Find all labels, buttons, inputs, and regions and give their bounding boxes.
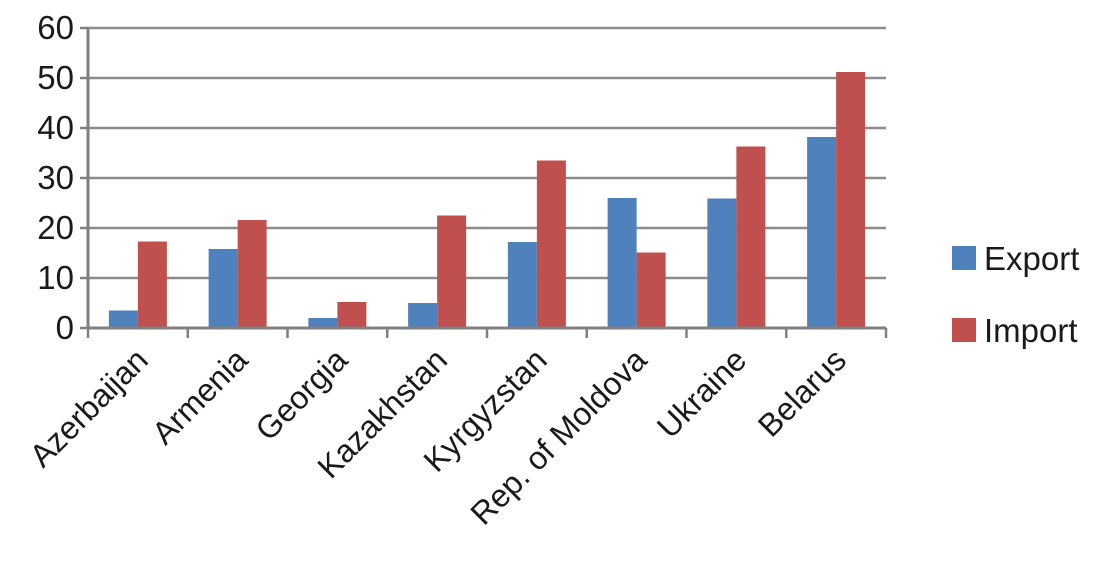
bar-export-georgia <box>308 318 338 328</box>
bars <box>108 72 866 328</box>
bar-import-georgia <box>337 302 367 328</box>
legend-label-import: Import <box>984 312 1078 349</box>
y-tick-label: 60 <box>37 9 74 46</box>
bar-import-ukraine <box>736 146 766 328</box>
bar-import-kazakhstan <box>437 215 467 328</box>
bar-import-kyrgyzstan <box>536 160 566 328</box>
bar-export-armenia <box>208 249 238 328</box>
bar-export-azerbaijan <box>108 310 138 328</box>
bar-import-belarus <box>836 72 866 328</box>
bar-export-rep-of-moldova <box>607 198 637 328</box>
y-tick-label: 0 <box>56 309 74 346</box>
y-tick-label: 20 <box>37 209 74 246</box>
y-tick-label: 40 <box>37 109 74 146</box>
legend-label-export: Export <box>984 240 1079 277</box>
x-axis-ticks: AzerbaijanArmeniaGeorgiaKazakhstanKyrgyz… <box>22 328 888 532</box>
x-tick-label: Belarus <box>751 341 853 443</box>
legend-swatch-import <box>952 318 976 342</box>
bar-export-ukraine <box>707 198 737 328</box>
gridlines <box>88 26 886 280</box>
x-tick-label: Armenia <box>145 341 255 451</box>
y-tick-label: 30 <box>37 159 74 196</box>
bar-export-kyrgyzstan <box>507 242 537 328</box>
x-tick-label: Ukraine <box>650 341 753 444</box>
y-tick-label: 50 <box>37 59 74 96</box>
x-tick-label: Rep. of Moldova <box>463 341 653 531</box>
y-tick-label: 10 <box>37 259 74 296</box>
bar-export-belarus <box>807 137 837 328</box>
legend-swatch-export <box>952 246 976 270</box>
bar-import-azerbaijan <box>137 241 167 328</box>
x-tick-label: Azerbaijan <box>22 341 154 473</box>
bar-export-kazakhstan <box>408 303 438 328</box>
bar-import-armenia <box>237 220 267 328</box>
bar-import-rep-of-moldova <box>636 252 666 328</box>
legend: Export Import <box>952 240 1079 349</box>
y-axis-ticks: 0 10 20 30 40 50 60 <box>37 9 88 346</box>
